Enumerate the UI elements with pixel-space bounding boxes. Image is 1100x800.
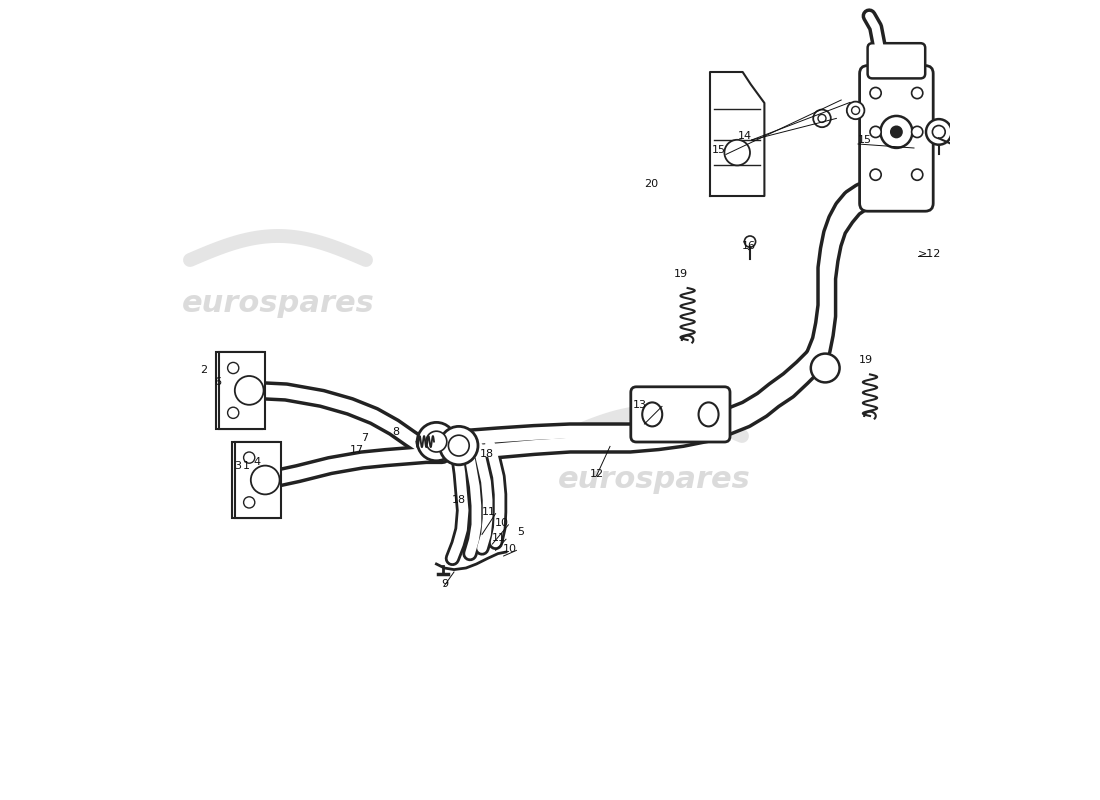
Circle shape [891, 126, 902, 138]
Circle shape [248, 466, 276, 494]
Circle shape [232, 376, 261, 405]
Bar [952, 104, 961, 160]
Circle shape [818, 114, 826, 122]
Ellipse shape [642, 402, 662, 426]
Text: 13: 13 [632, 400, 647, 410]
Text: 16: 16 [741, 242, 756, 251]
Circle shape [745, 236, 756, 247]
Circle shape [926, 119, 952, 145]
Text: 15: 15 [712, 146, 726, 155]
Circle shape [851, 106, 859, 114]
Text: 20: 20 [645, 179, 659, 189]
FancyBboxPatch shape [859, 66, 933, 211]
Text: 2: 2 [200, 365, 208, 374]
Circle shape [912, 169, 923, 180]
Text: 19: 19 [674, 269, 689, 278]
Circle shape [224, 407, 235, 418]
FancyBboxPatch shape [232, 442, 278, 518]
Circle shape [234, 376, 264, 405]
Circle shape [426, 431, 447, 452]
Circle shape [440, 426, 478, 465]
Text: >12: >12 [918, 250, 942, 259]
Polygon shape [710, 72, 764, 196]
Text: 10: 10 [503, 544, 516, 554]
Text: 9: 9 [441, 579, 448, 589]
Circle shape [243, 452, 255, 463]
Circle shape [449, 435, 470, 456]
Text: 14: 14 [737, 131, 751, 141]
Text: 6: 6 [214, 378, 221, 387]
Text: 17: 17 [350, 445, 364, 454]
Text: 12: 12 [590, 469, 604, 478]
Text: 15: 15 [858, 135, 872, 145]
Text: 4: 4 [253, 458, 261, 467]
Circle shape [880, 116, 912, 148]
Text: 18: 18 [452, 495, 466, 505]
Text: 5: 5 [517, 527, 525, 537]
Circle shape [241, 452, 252, 463]
Circle shape [241, 497, 252, 508]
Text: 8: 8 [393, 427, 399, 437]
Circle shape [228, 407, 239, 418]
Circle shape [813, 110, 830, 127]
Text: 1: 1 [242, 461, 250, 470]
Ellipse shape [698, 402, 718, 426]
FancyBboxPatch shape [234, 442, 282, 518]
Text: eurospares: eurospares [558, 466, 750, 494]
Circle shape [870, 169, 881, 180]
Text: 3: 3 [234, 461, 241, 470]
FancyBboxPatch shape [630, 387, 730, 442]
Circle shape [417, 422, 455, 461]
Circle shape [228, 362, 239, 374]
Circle shape [912, 87, 923, 98]
Circle shape [870, 87, 881, 98]
Circle shape [243, 497, 255, 508]
Circle shape [912, 126, 923, 138]
Circle shape [870, 126, 881, 138]
Circle shape [811, 354, 839, 382]
Text: 11: 11 [482, 507, 496, 517]
FancyBboxPatch shape [868, 43, 925, 78]
FancyBboxPatch shape [216, 352, 262, 429]
Text: 11: 11 [492, 533, 506, 542]
Text: 18: 18 [480, 450, 494, 459]
Text: 19: 19 [859, 355, 873, 365]
Circle shape [725, 140, 750, 166]
Circle shape [933, 126, 945, 138]
Circle shape [847, 102, 865, 119]
Circle shape [224, 362, 235, 374]
Text: 7: 7 [361, 434, 368, 443]
Text: eurospares: eurospares [182, 290, 374, 318]
FancyBboxPatch shape [219, 352, 265, 429]
Text: 10: 10 [494, 518, 508, 528]
Circle shape [251, 466, 279, 494]
